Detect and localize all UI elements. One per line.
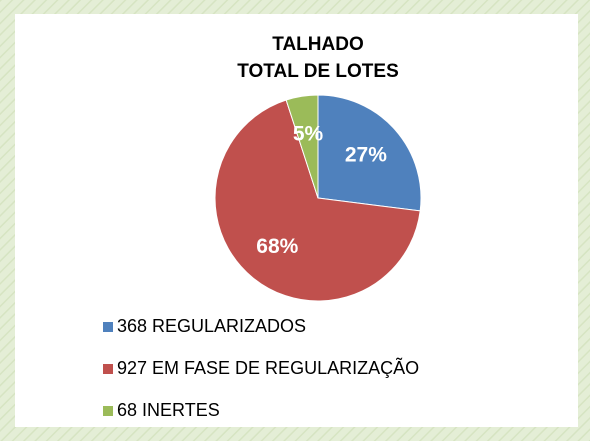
legend-label: 927 EM FASE DE REGULARIZAÇÃO <box>117 357 419 378</box>
legend-swatch <box>103 364 113 374</box>
legend-swatch <box>103 406 113 416</box>
legend-label: 68 INERTES <box>117 400 220 420</box>
chart-title: TALHADO <box>272 34 363 55</box>
pie-slice <box>285 94 319 199</box>
pie-slice <box>214 99 421 302</box>
data-label: 68% <box>256 235 298 258</box>
data-label: 27% <box>345 143 387 166</box>
legend-swatch <box>103 322 113 332</box>
chart-title: TOTAL DE LOTES <box>237 61 399 82</box>
legend-label: 368 REGULARIZADOS <box>117 316 306 336</box>
data-label: 5% <box>293 122 324 145</box>
pie-slice <box>317 94 422 212</box>
